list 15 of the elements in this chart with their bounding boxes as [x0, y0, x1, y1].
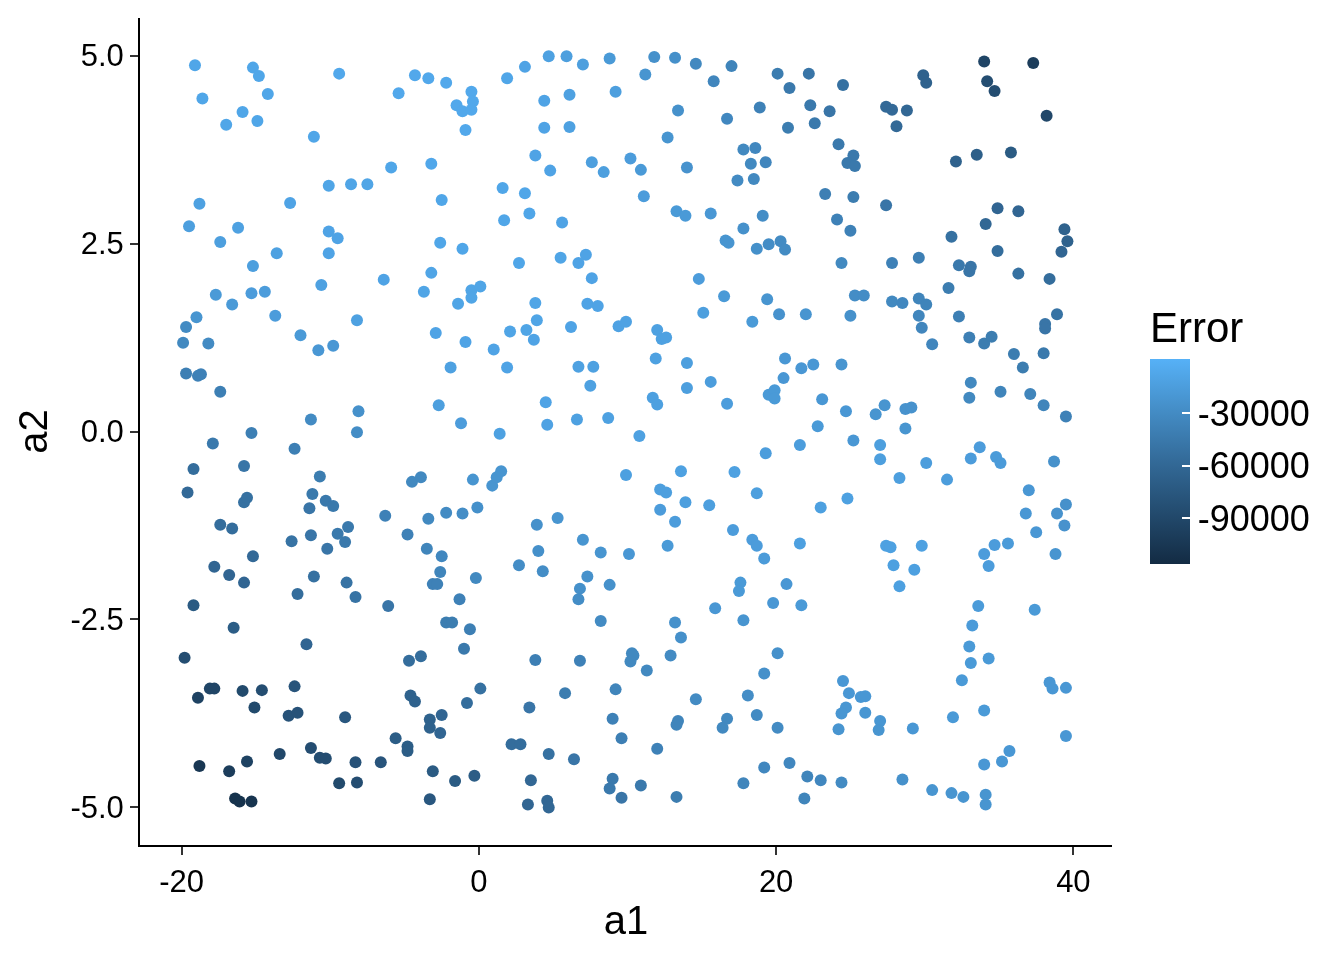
y-tick-label: -2.5: [70, 602, 124, 638]
y-tick-label: 5.0: [80, 38, 124, 74]
x-tick-label: 20: [758, 864, 794, 900]
color-bar-label: -30000: [1197, 392, 1310, 434]
color-bar-title: Error: [1150, 303, 1244, 351]
x-axis-title: a1: [603, 898, 649, 943]
y-tick-label: -5.0: [70, 790, 124, 826]
color-bar-label: -60000: [1197, 445, 1310, 487]
y-tick-label: 0.0: [80, 414, 124, 450]
color-bar-label: -90000: [1197, 498, 1310, 540]
y-tick-label: 2.5: [80, 226, 124, 262]
x-tick-label: 40: [1056, 864, 1091, 900]
y-axis-title: a2: [11, 409, 56, 454]
x-tick-label: -20: [159, 864, 205, 900]
x-tick-label: 0: [470, 864, 488, 900]
